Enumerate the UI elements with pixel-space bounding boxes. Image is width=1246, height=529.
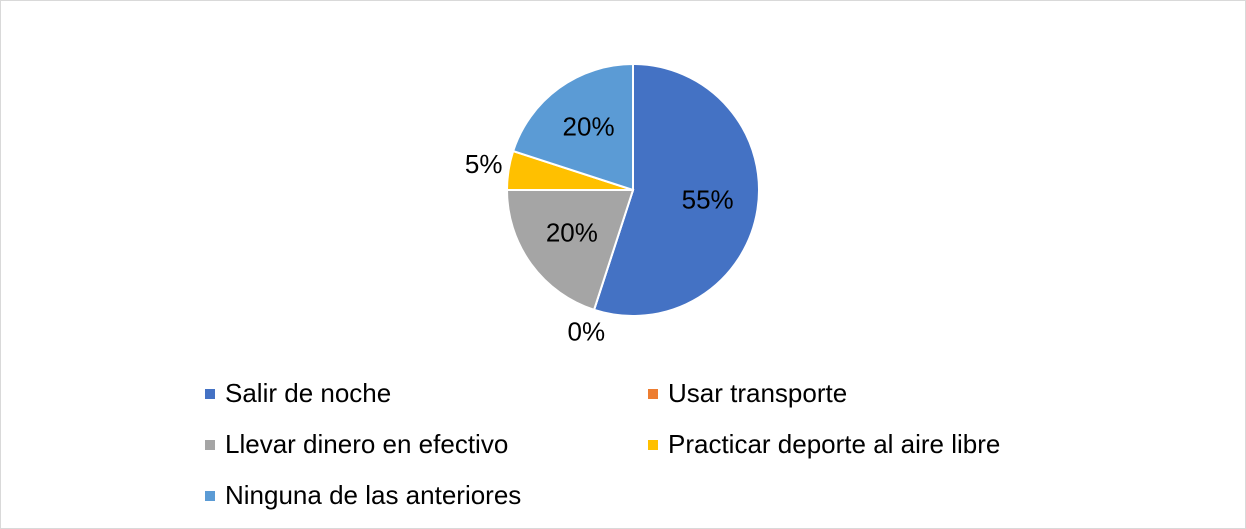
legend-swatch (205, 440, 215, 450)
legend-label: Usar transporte (668, 378, 847, 408)
legend-swatch (648, 440, 658, 450)
data-label: 20% (563, 112, 615, 142)
pie-slice (505, 189, 635, 312)
legend-label: Ninguna de las anteriores (225, 480, 521, 510)
pie-slice (592, 62, 760, 317)
legend-swatch (648, 389, 658, 399)
data-label: 20% (546, 217, 598, 247)
legend-swatch (205, 389, 215, 399)
legend-label: Llevar dinero en efectivo (225, 429, 508, 459)
legend-label: Salir de noche (225, 378, 391, 408)
legend-swatch (205, 491, 215, 501)
legend-label: Practicar deporte al aire libre (668, 429, 1000, 459)
data-label: 5% (465, 149, 503, 179)
data-label: 55% (682, 185, 734, 215)
data-label: 0% (567, 317, 605, 347)
pie-slice (511, 62, 634, 192)
